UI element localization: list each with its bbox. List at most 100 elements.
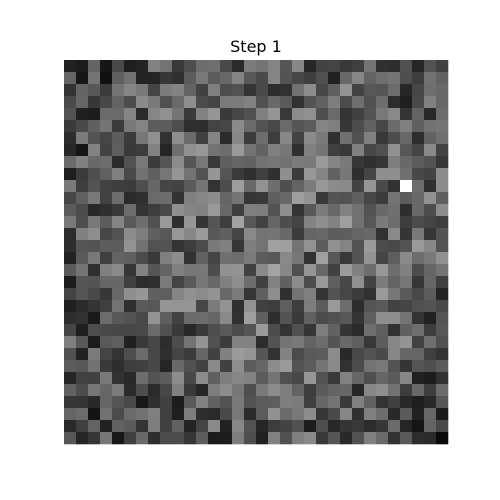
heatmap-cell — [268, 288, 281, 301]
heatmap-cell — [424, 324, 437, 337]
heatmap-cell — [184, 432, 197, 445]
heatmap-cell — [256, 120, 269, 133]
heatmap-cell — [172, 420, 185, 433]
heatmap-cell — [304, 276, 317, 289]
heatmap-cell — [340, 96, 353, 109]
heatmap-cell — [304, 156, 317, 169]
heatmap-cell — [232, 336, 245, 349]
heatmap-cell — [424, 84, 437, 97]
heatmap-cell — [412, 108, 425, 121]
heatmap-cell — [244, 120, 257, 133]
heatmap-cell — [268, 108, 281, 121]
heatmap-cell — [208, 432, 221, 445]
heatmap-cell — [388, 396, 401, 409]
heatmap-cell — [64, 240, 77, 253]
heatmap-cell — [364, 144, 377, 157]
heatmap-cell — [436, 132, 449, 145]
heatmap-cell — [136, 252, 149, 265]
heatmap-cell — [220, 324, 233, 337]
heatmap-cell — [268, 132, 281, 145]
heatmap-cell — [256, 84, 269, 97]
heatmap-cell — [316, 84, 329, 97]
heatmap-cell — [400, 72, 413, 85]
heatmap-cell — [412, 228, 425, 241]
heatmap-cell — [316, 324, 329, 337]
heatmap-cell — [184, 192, 197, 205]
heatmap-cell — [280, 156, 293, 169]
heatmap-cell — [160, 216, 173, 229]
heatmap-cell — [184, 96, 197, 109]
heatmap-cell — [172, 348, 185, 361]
heatmap-cell — [124, 420, 137, 433]
heatmap-cell — [88, 384, 101, 397]
heatmap-cell — [256, 60, 269, 73]
heatmap-cell — [280, 96, 293, 109]
heatmap-cell — [148, 192, 161, 205]
heatmap-cell — [172, 96, 185, 109]
heatmap-cell — [208, 168, 221, 181]
heatmap-cell — [148, 240, 161, 253]
heatmap-cell — [124, 300, 137, 313]
heatmap-cell — [316, 252, 329, 265]
heatmap-cell — [220, 168, 233, 181]
heatmap-cell — [400, 204, 413, 217]
heatmap-cell — [292, 336, 305, 349]
heatmap-cell — [220, 252, 233, 265]
heatmap-cell — [304, 84, 317, 97]
heatmap-cell — [388, 60, 401, 73]
heatmap-cell — [292, 156, 305, 169]
heatmap-cell — [124, 180, 137, 193]
heatmap-cell — [232, 348, 245, 361]
heatmap-cell — [304, 132, 317, 145]
heatmap-cell — [268, 180, 281, 193]
heatmap-cell — [88, 72, 101, 85]
heatmap-cell — [232, 408, 245, 421]
heatmap-cell — [148, 156, 161, 169]
heatmap-cell — [292, 384, 305, 397]
heatmap-cell — [184, 120, 197, 133]
heatmap-cell — [340, 396, 353, 409]
heatmap-cell — [316, 432, 329, 445]
heatmap-cell — [268, 420, 281, 433]
heatmap-cell — [88, 216, 101, 229]
heatmap-cell — [160, 168, 173, 181]
heatmap-cell — [148, 360, 161, 373]
heatmap-cell — [196, 252, 209, 265]
heatmap-cell — [268, 96, 281, 109]
heatmap-cell — [172, 156, 185, 169]
heatmap-cell — [196, 324, 209, 337]
heatmap-cell — [268, 240, 281, 253]
heatmap-cell — [64, 132, 77, 145]
heatmap-cell — [328, 204, 341, 217]
heatmap-cell — [340, 300, 353, 313]
heatmap-cell — [184, 132, 197, 145]
heatmap-cell — [256, 360, 269, 373]
heatmap-cell — [388, 360, 401, 373]
heatmap-cell — [400, 372, 413, 385]
heatmap-cell — [412, 420, 425, 433]
heatmap-cell — [76, 180, 89, 193]
heatmap-cell — [412, 252, 425, 265]
heatmap-cell — [340, 156, 353, 169]
heatmap-cell — [436, 300, 449, 313]
heatmap-cell — [280, 312, 293, 325]
heatmap-cell — [352, 312, 365, 325]
heatmap-cell — [244, 432, 257, 445]
heatmap-cell — [256, 240, 269, 253]
heatmap-cell — [436, 372, 449, 385]
heatmap-cell — [436, 192, 449, 205]
heatmap-cell — [160, 408, 173, 421]
heatmap-cell — [172, 276, 185, 289]
heatmap-cell — [88, 96, 101, 109]
heatmap-cell — [280, 276, 293, 289]
heatmap-cell — [136, 168, 149, 181]
heatmap-cell — [328, 84, 341, 97]
heatmap-cell — [400, 360, 413, 373]
heatmap-cell — [292, 396, 305, 409]
heatmap-cell — [172, 180, 185, 193]
heatmap-cell — [244, 204, 257, 217]
heatmap-cell — [88, 372, 101, 385]
heatmap-cell — [352, 84, 365, 97]
heatmap-cell — [220, 276, 233, 289]
heatmap-cell — [340, 348, 353, 361]
